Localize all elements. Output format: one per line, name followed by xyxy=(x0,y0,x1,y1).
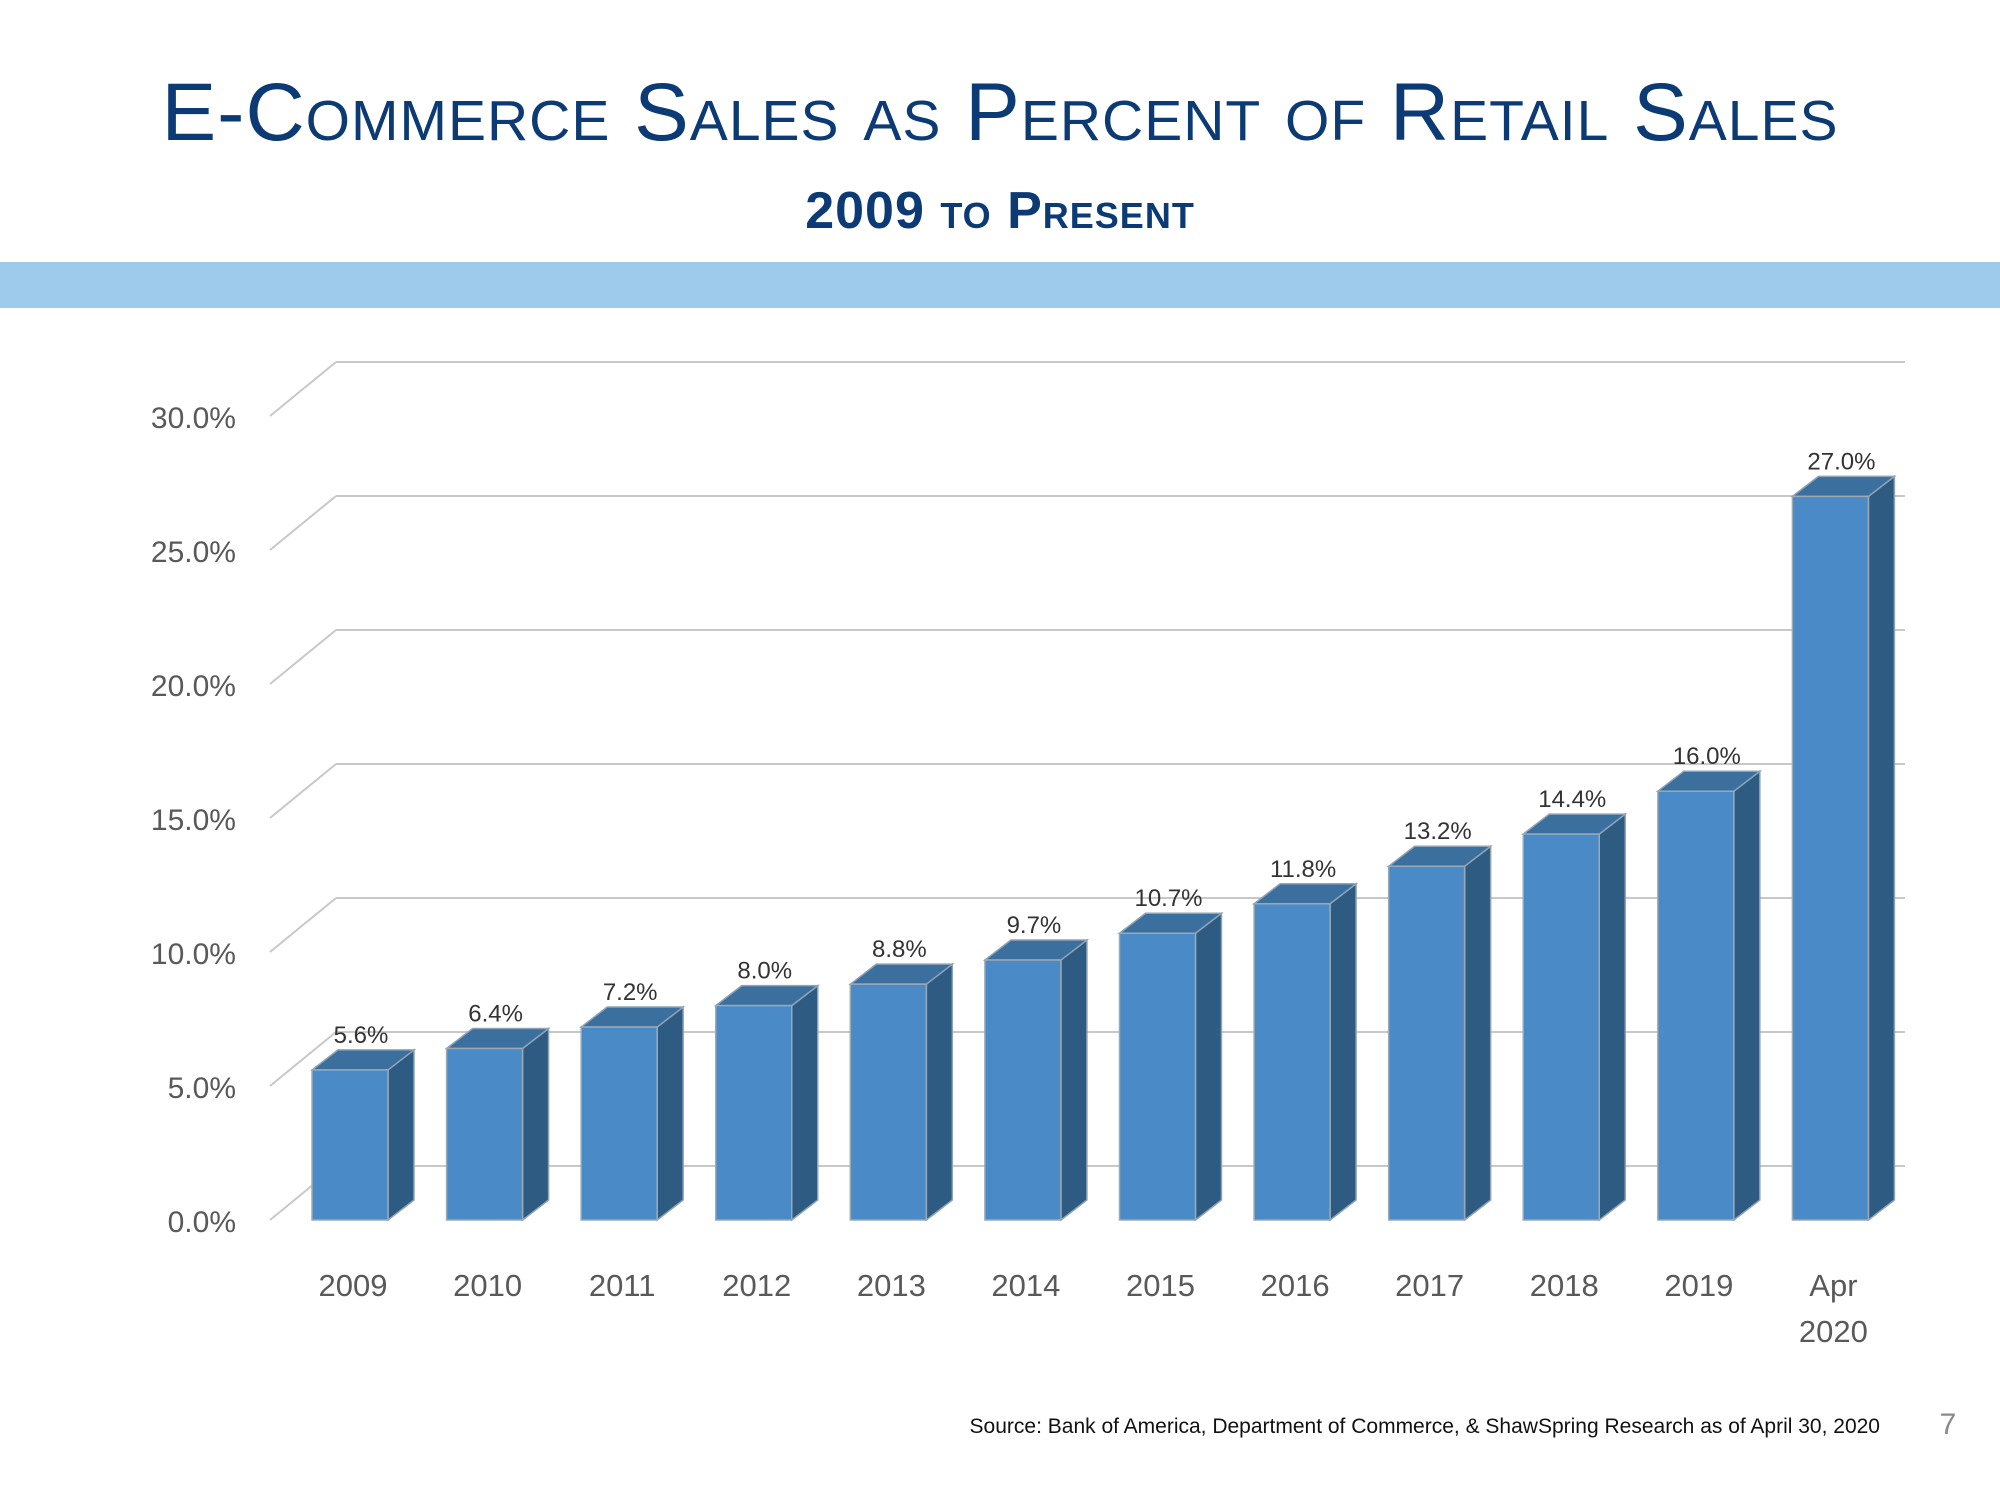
data-label: 27.0% xyxy=(1807,448,1875,475)
bar-8 xyxy=(1251,882,1359,1222)
x-tick-label: 2010 xyxy=(453,1268,522,1303)
data-label: 14.4% xyxy=(1538,786,1606,813)
data-label: 8.8% xyxy=(872,936,927,963)
data-label: 9.7% xyxy=(1007,912,1062,939)
bar-side xyxy=(791,984,819,1222)
bar-5 xyxy=(848,962,955,1222)
x-tick-label: 2019 xyxy=(1664,1268,1733,1303)
bar-10 xyxy=(1521,812,1628,1222)
bar-6 xyxy=(982,938,1090,1222)
bar-front xyxy=(1118,932,1197,1221)
gridline-diagonal xyxy=(269,629,337,685)
y-tick-label: 15.0% xyxy=(151,804,236,837)
bar-front xyxy=(445,1047,524,1221)
bar-3 xyxy=(578,1005,686,1222)
data-label: 8.0% xyxy=(737,958,792,985)
data-label: 13.2% xyxy=(1404,818,1472,845)
bar-side xyxy=(1194,911,1223,1222)
bar-7 xyxy=(1117,911,1224,1222)
gridline-diagonal xyxy=(269,897,337,953)
data-labels: 5.6% 6.4% 7.2% 8.0% 8.8% 9.7% 10.7% 11.8% 13.2% 1… xyxy=(334,448,1876,1049)
bar-front xyxy=(1522,833,1600,1221)
source-note: Source: Bank of America, Department of C… xyxy=(969,1415,1880,1438)
x-tick-label: 2015 xyxy=(1126,1268,1195,1303)
data-label: 6.4% xyxy=(468,1000,523,1027)
x-axis-ticks: 2009 2010 2011 2012 2013 2014 2015 2016 2017 2018… xyxy=(319,1268,1868,1349)
bar-1 xyxy=(309,1048,417,1222)
x-tick-label: 2012 xyxy=(722,1268,791,1303)
bar-11 xyxy=(1655,769,1763,1222)
gridline-diagonal xyxy=(269,763,337,819)
bar-side xyxy=(1598,812,1626,1222)
bar-front xyxy=(1387,865,1466,1221)
bar-side xyxy=(925,962,954,1222)
y-tick-label: 10.0% xyxy=(151,938,236,971)
data-label: 16.0% xyxy=(1673,743,1741,770)
bar-front xyxy=(1657,790,1735,1221)
gridline-diagonal xyxy=(269,1031,337,1087)
x-tick-label: 2013 xyxy=(857,1268,926,1303)
slide-title: E-Commerce Sales as Percent of Retail Sa… xyxy=(161,67,1839,158)
bar-side xyxy=(1733,769,1761,1222)
bar-front xyxy=(849,983,928,1221)
x-tick-label: 2009 xyxy=(319,1268,388,1303)
slide-subtitle: 2009 to Present xyxy=(805,182,1195,240)
bar-side xyxy=(387,1048,415,1222)
y-tick-label: 0.0% xyxy=(168,1206,236,1239)
y-tick-label: 5.0% xyxy=(168,1072,236,1105)
bars xyxy=(309,474,1897,1222)
gridline-diagonal xyxy=(269,361,337,417)
bar-front xyxy=(311,1069,389,1221)
bar-2 xyxy=(444,1026,551,1222)
y-axis-ticks: 0.0% 5.0% 10.0% 15.0% 20.0% 25.0% 30.0% xyxy=(151,402,236,1239)
bar-12 xyxy=(1790,474,1897,1222)
x-tick-label: 2018 xyxy=(1530,1268,1599,1303)
bar-front xyxy=(715,1004,793,1221)
y-tick-label: 20.0% xyxy=(151,670,236,703)
x-tick-label: 2016 xyxy=(1261,1268,1330,1303)
x-tick-label: 2014 xyxy=(991,1268,1060,1303)
bar-side xyxy=(1329,882,1357,1222)
bar-side xyxy=(1060,938,1088,1222)
data-label: 11.8% xyxy=(1270,856,1336,883)
bar-side xyxy=(1463,844,1492,1222)
bar-front xyxy=(580,1026,658,1221)
bar-9 xyxy=(1386,844,1493,1222)
x-tick-label: 2011 xyxy=(589,1268,656,1303)
data-label: 10.7% xyxy=(1134,885,1202,912)
data-label: 5.6% xyxy=(334,1022,389,1049)
y-tick-label: 30.0% xyxy=(151,402,236,435)
bar-side xyxy=(521,1026,550,1222)
x-tick-label: 2017 xyxy=(1395,1268,1464,1303)
bar-4 xyxy=(713,984,820,1222)
bar-front xyxy=(1253,903,1331,1221)
bar-side xyxy=(656,1005,684,1222)
x-tick-label: 2020 xyxy=(1799,1314,1868,1349)
header-band xyxy=(0,262,2000,308)
x-tick-label: Apr xyxy=(1809,1268,1857,1303)
gridline-diagonal xyxy=(269,495,337,551)
y-tick-label: 25.0% xyxy=(151,536,236,569)
bar-side xyxy=(1867,474,1896,1222)
bar-front xyxy=(1791,495,1870,1221)
data-label: 7.2% xyxy=(603,979,658,1006)
page-number: 7 xyxy=(1939,1408,1957,1441)
bar-front xyxy=(984,959,1062,1221)
